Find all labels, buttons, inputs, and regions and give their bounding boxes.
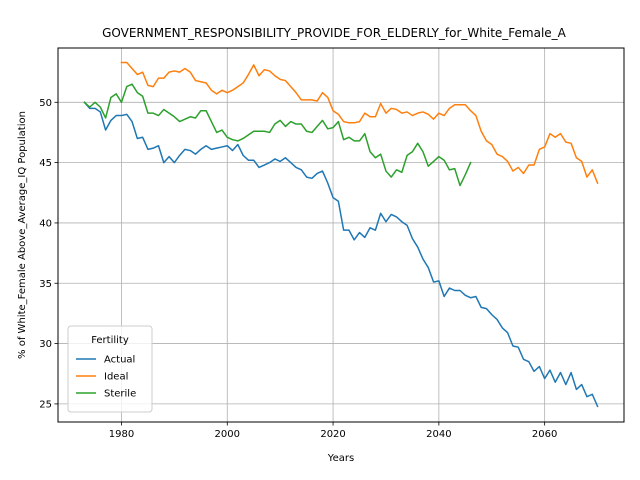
x-axis-label: Years <box>327 453 354 464</box>
x-tick-label: 2000 <box>215 429 240 440</box>
legend-box <box>67 325 153 413</box>
y-tick-label: 35 <box>39 279 52 290</box>
series-line-ideal <box>120 61 599 185</box>
legend: Fertility Actual Ideal Sterile <box>67 325 153 413</box>
legend-title: Fertility <box>91 335 129 346</box>
legend-label-actual: Actual <box>104 355 135 366</box>
y-tick-label: 40 <box>39 218 52 229</box>
series-line-actual <box>83 101 599 408</box>
ticks: 1980 2000 2020 2040 2060 25 30 35 40 45 50 <box>39 98 557 440</box>
y-tick-label: 30 <box>39 339 52 350</box>
x-tick-label: 2020 <box>320 429 345 440</box>
series-layer <box>83 61 599 408</box>
y-axis-label: % of White_Female Above_Average_IQ Popul… <box>17 111 28 359</box>
x-tick-label: 2060 <box>532 429 557 440</box>
x-tick-label: 2040 <box>426 429 451 440</box>
series-line-sterile <box>83 83 472 187</box>
y-tick-label: 25 <box>39 399 52 410</box>
x-tick-label: 1980 <box>109 429 134 440</box>
y-tick-label: 50 <box>39 98 52 109</box>
legend-label-sterile: Sterile <box>104 389 136 400</box>
chart-title: GOVERNMENT_RESPONSIBILITY_PROVIDE_FOR_EL… <box>102 26 567 40</box>
plot-frame <box>57 47 625 423</box>
y-tick-label: 45 <box>39 158 52 169</box>
legend-label-ideal: Ideal <box>104 372 128 383</box>
